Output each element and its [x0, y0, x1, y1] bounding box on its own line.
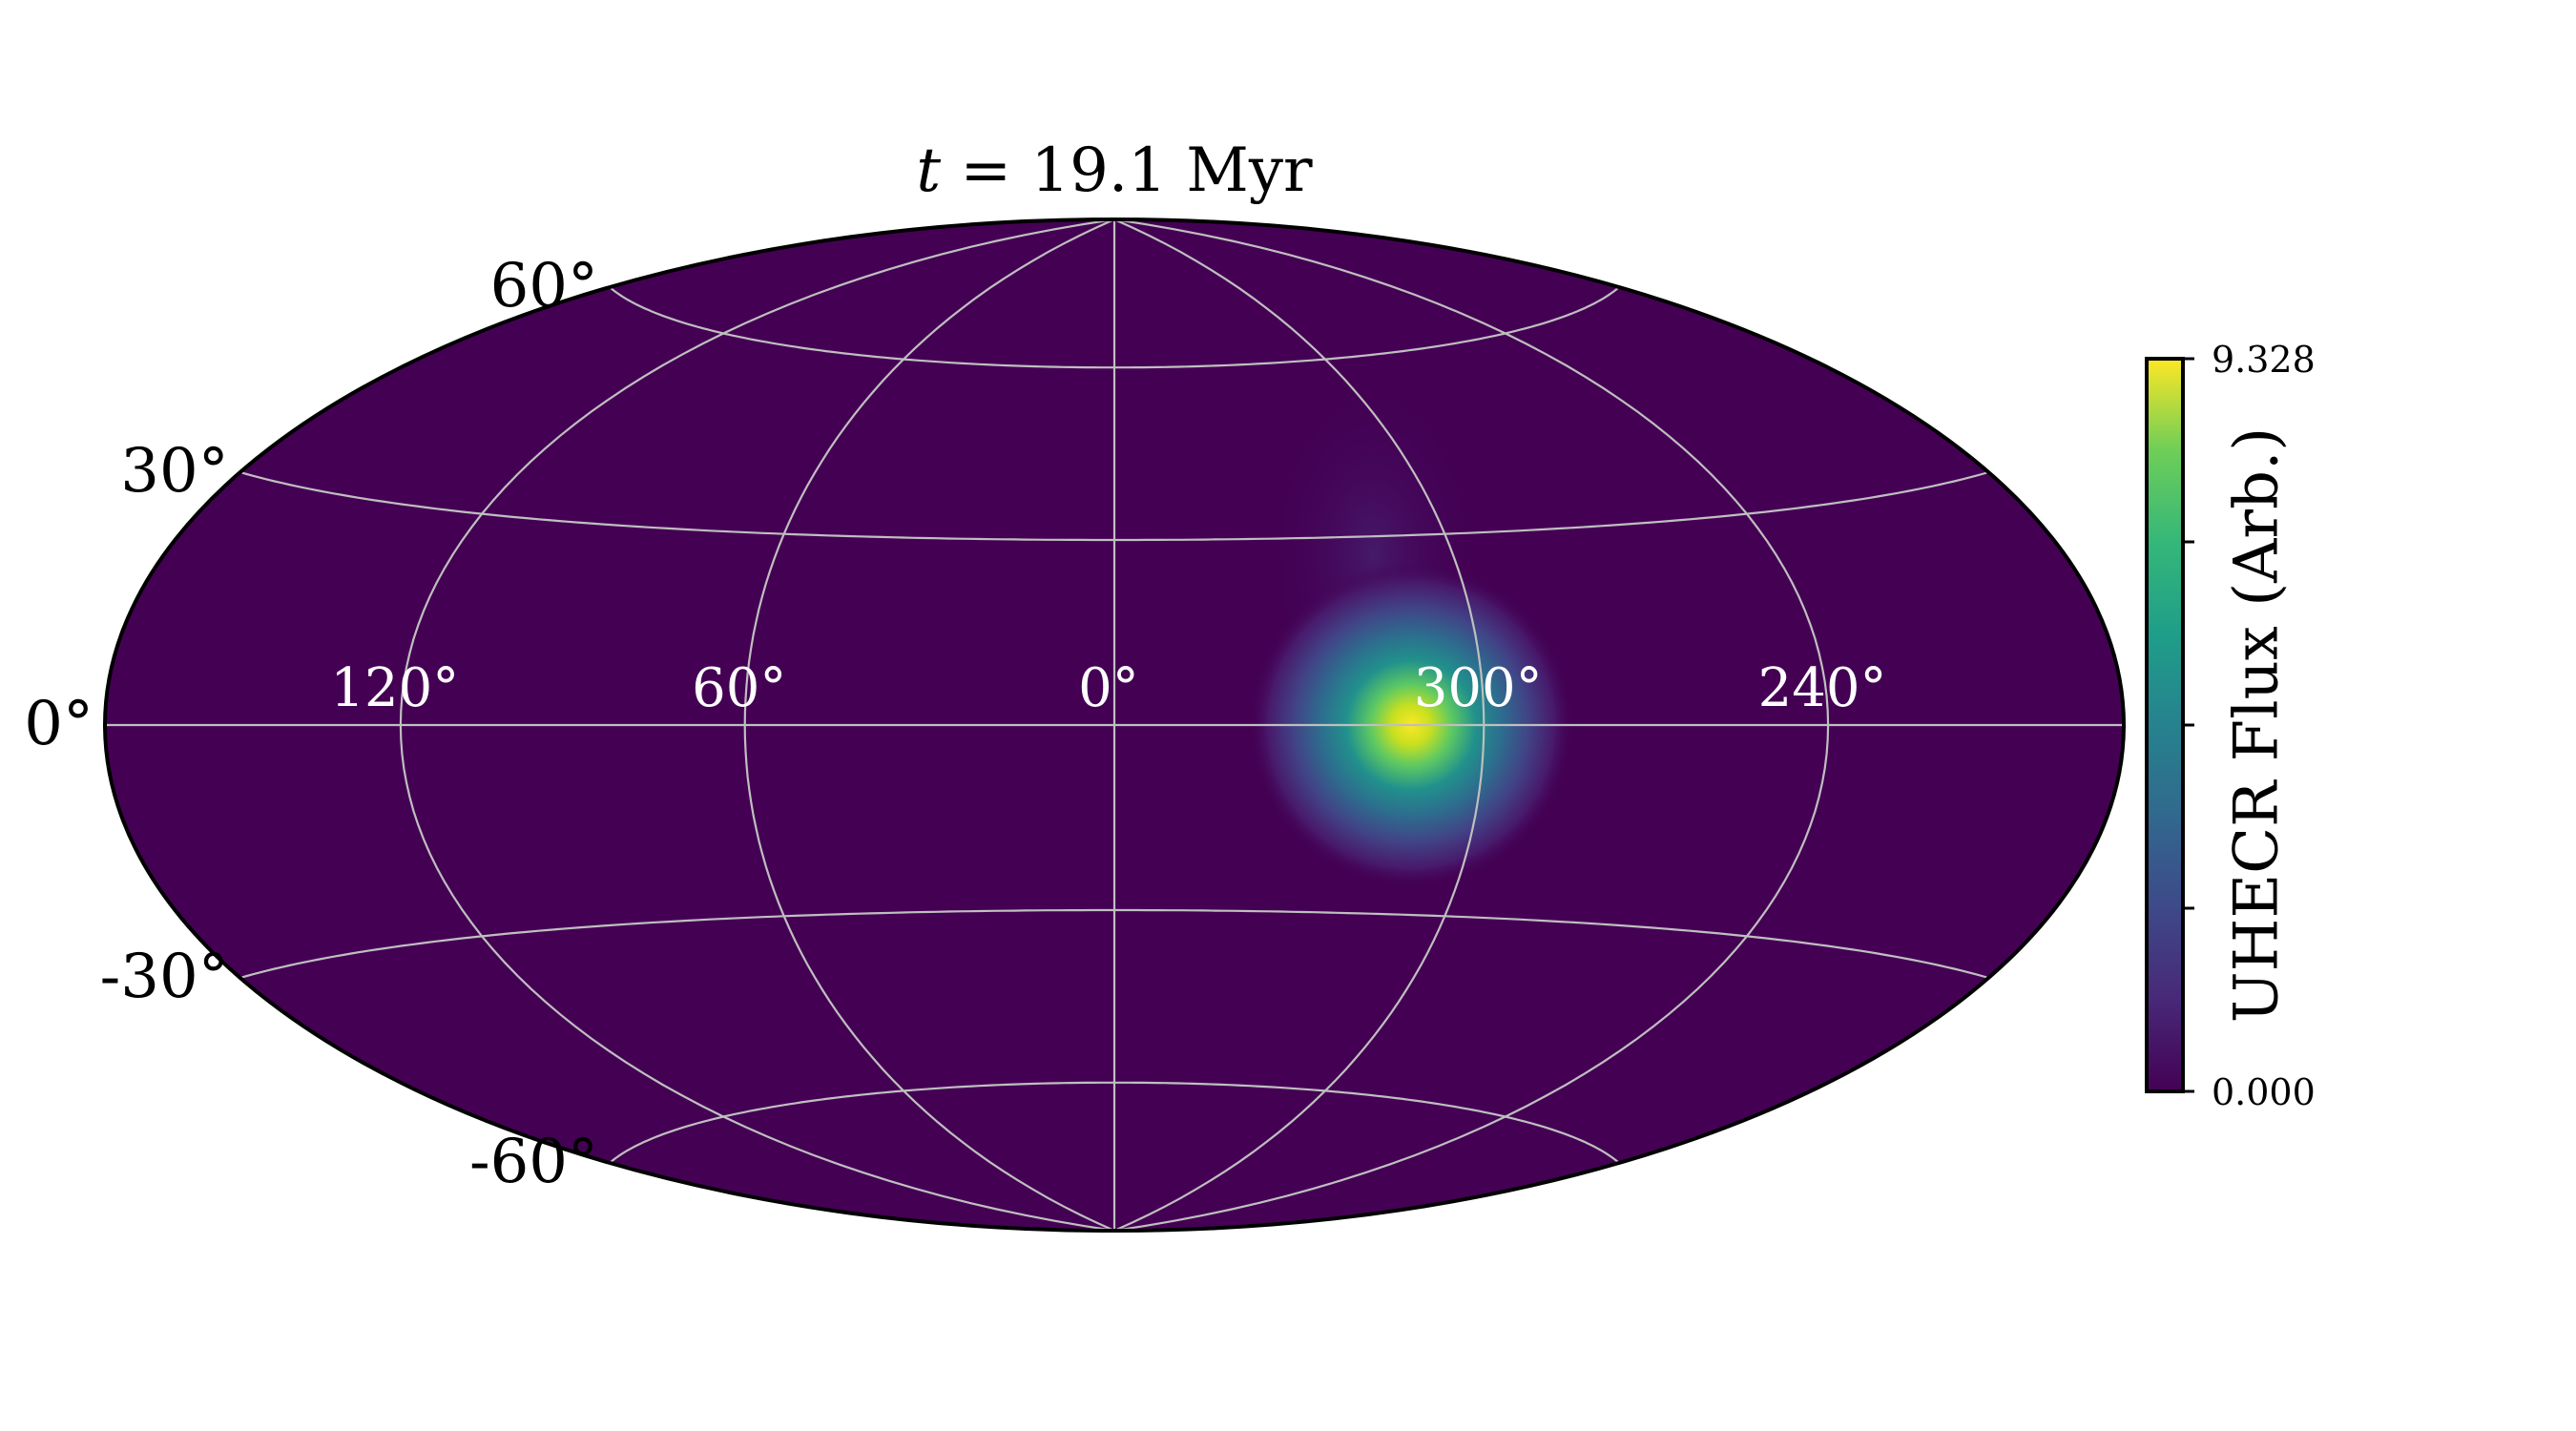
- longitude-tick-label: 300°: [1414, 657, 1543, 719]
- graticule-meridian: [1113, 219, 1485, 1231]
- latitude-tick-label: -30°: [100, 942, 229, 1012]
- longitude-tick-label: 120°: [330, 657, 459, 719]
- colorbar-min-label: 0.000: [2212, 1071, 2316, 1113]
- longitude-tick-label: 60°: [692, 657, 786, 719]
- latitude-tick-labels: 60° 30° 0° -30° -60°: [24, 251, 598, 1197]
- map-outline: [103, 218, 2126, 1233]
- graticule-meridian: [1113, 219, 1830, 1231]
- graticule-meridian: [399, 219, 1115, 1231]
- colorbar: 9.328 0.000 UHECR Flux (Arb.): [2145, 339, 2316, 1113]
- colorbar-max-label: 9.328: [2212, 339, 2316, 381]
- latitude-tick-label: 30°: [120, 436, 228, 507]
- longitude-tick-labels: 120° 60° 0° 300° 240°: [330, 657, 1886, 719]
- title-value: = 19.1 Myr: [941, 135, 1313, 206]
- colorbar-gradient: [2145, 357, 2185, 1093]
- chart-title: t = 19.1 Myr: [916, 135, 1313, 206]
- graticule-meridian: [743, 219, 1115, 1231]
- latitude-tick-label: 0°: [24, 689, 93, 759]
- title-variable: t: [916, 135, 941, 206]
- latitude-tick-label: -60°: [469, 1127, 598, 1197]
- longitude-tick-label: 240°: [1758, 657, 1887, 719]
- longitude-tick-label: 0°: [1078, 657, 1139, 719]
- colorbar-ticks: [2183, 357, 2194, 1093]
- graticule: [105, 219, 2124, 1231]
- colorbar-axis-label: UHECR Flux (Arb.): [2222, 427, 2293, 1024]
- latitude-tick-label: 60°: [490, 251, 598, 321]
